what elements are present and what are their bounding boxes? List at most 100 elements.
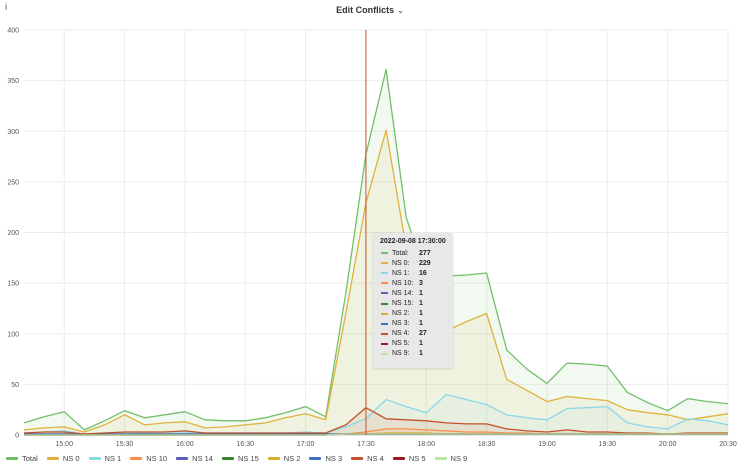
legend-swatch — [176, 456, 189, 460]
series-line-ns-1[interactable] — [23, 393, 729, 435]
x-tick-label: 16:00 — [176, 441, 194, 448]
y-tick-label: 100 — [7, 331, 19, 338]
panel-title-menu[interactable]: Edit Conflicts ⌄ — [0, 5, 740, 15]
series-line-ns-9[interactable] — [24, 433, 728, 436]
legend-label: NS 4 — [367, 453, 384, 463]
legend-label: NS 2 — [283, 453, 301, 463]
grid — [24, 29, 729, 436]
tooltip-row: NS 2: 1 — [373, 309, 453, 319]
legend-swatch — [130, 456, 143, 460]
x-tick-label: 18:00 — [418, 441, 436, 448]
series-lines — [23, 68, 729, 436]
tooltip-value: 1 — [419, 310, 423, 318]
tooltip-swatch — [381, 262, 388, 265]
legend-label: NS 14 — [192, 453, 213, 463]
tooltip-value: 1 — [419, 289, 423, 297]
x-tick-label: 20:00 — [659, 441, 677, 448]
tooltip-value: 1 — [419, 320, 423, 328]
tooltip-swatch — [381, 252, 388, 255]
tooltip-value: 1 — [419, 300, 423, 308]
y-tick-label: 150 — [7, 281, 19, 288]
tooltip-label: NS 1: — [392, 269, 410, 277]
legend-item-ns-15[interactable]: NS 15 — [221, 453, 259, 463]
tooltip-row: NS 14: 1 — [373, 288, 453, 298]
legend-item-ns-4[interactable]: NS 4 — [351, 454, 384, 463]
tooltip-label: NS 14: — [392, 289, 414, 297]
tooltip-row: NS 9: 1 — [373, 349, 453, 359]
y-tick-label: 0 — [15, 433, 19, 440]
x-tick-label: 17:00 — [297, 441, 315, 448]
x-tick-label: 19:00 — [538, 441, 556, 448]
legend-item-ns-1[interactable]: NS 1 — [88, 453, 122, 463]
tooltip-swatch — [381, 312, 388, 315]
legend-item-ns-10[interactable]: NS 10 — [130, 454, 167, 463]
tooltip-row: NS 5: 1 — [373, 339, 453, 349]
legend-swatch — [392, 456, 405, 460]
tooltip-value: 27 — [419, 330, 427, 338]
tooltip-swatch — [381, 352, 388, 355]
tooltip-label: NS 3: — [392, 320, 410, 328]
tooltip-row: Total: 277 — [373, 248, 453, 258]
x-tick-label: 20:30 — [719, 441, 737, 448]
x-tick-label: 17:30 — [357, 441, 375, 448]
legend-label: NS 10 — [146, 453, 168, 463]
tooltip-value: 277 — [419, 249, 431, 257]
legend-item-ns-14[interactable]: NS 14 — [176, 454, 213, 463]
y-tick-label: 300 — [7, 129, 19, 136]
legend-label: NS 15 — [237, 453, 259, 463]
tooltip-row: NS 15: 1 — [373, 298, 453, 308]
tooltip-swatch — [381, 272, 388, 275]
legend-label: Total — [22, 453, 38, 463]
tooltip-row: NS 3: 1 — [373, 319, 453, 329]
x-tick-label: 15:00 — [55, 441, 73, 448]
legend-label: NS 1 — [104, 453, 122, 463]
tooltip-label: NS 5: — [392, 340, 410, 348]
legend-item-ns-3[interactable]: NS 3 — [309, 454, 342, 463]
tooltip-label: NS 9: — [392, 350, 410, 358]
legend-item-ns-2[interactable]: NS 2 — [267, 453, 301, 463]
tooltip-value: 1 — [419, 350, 423, 358]
legend-item-ns-0[interactable]: NS 0 — [46, 453, 80, 463]
legend-swatch — [309, 456, 322, 460]
info-icon[interactable]: i — [5, 2, 8, 13]
legend-item-total[interactable]: Total — [6, 454, 38, 463]
y-tick-label: 50 — [11, 382, 19, 389]
legend-label: NS 0 — [62, 453, 80, 463]
legend-item-ns-5[interactable]: NS 5 — [392, 453, 426, 463]
tooltip-row: NS 10: 3 — [373, 278, 453, 288]
tooltip-swatch — [381, 282, 388, 285]
legend-swatch — [351, 456, 364, 460]
x-tick-label: 15:30 — [116, 441, 134, 448]
panel-title: Edit Conflicts — [336, 5, 395, 15]
tooltip-row: NS 4: 27 — [373, 329, 453, 339]
tooltip-swatch — [381, 302, 388, 305]
x-axis: 15:00 15:30 16:00 16:30 17:00 17:30 18:00 18:30… — [55, 441, 736, 448]
y-tick-label: 400 — [7, 28, 19, 35]
x-tick-label: 19:30 — [599, 441, 617, 448]
y-axis: 0 50 100 150 200 250 300 350 400 — [7, 28, 19, 440]
legend-swatch — [6, 456, 18, 460]
series-area-ns-4 — [24, 407, 728, 435]
series-line-total[interactable] — [23, 68, 729, 431]
legend-label: NS 3 — [325, 453, 343, 463]
hover-tooltip: 2022-09-08 17:30:00 Total: 277 NS 0: 229 NS … — [373, 233, 453, 368]
tooltip-row: NS 0: 229 — [373, 258, 453, 268]
legend-swatch — [221, 456, 234, 460]
tooltip-swatch — [381, 322, 388, 325]
tooltip-time: 2022-09-08 17:30:00 — [380, 238, 446, 245]
tooltip-label: NS 0: — [392, 259, 410, 267]
series-line-ns-0[interactable] — [23, 129, 729, 433]
legend-item-ns-9[interactable]: NS 9 — [434, 454, 467, 463]
series-line-ns-4[interactable] — [23, 407, 728, 435]
tooltip-swatch — [381, 342, 388, 345]
tooltip-label: NS 15: — [392, 300, 414, 308]
tooltip-swatch — [381, 332, 388, 335]
tooltip-label: NS 2: — [392, 310, 410, 318]
y-tick-label: 200 — [7, 230, 19, 237]
legend-label: NS 5 — [408, 453, 426, 463]
tooltip-label: Total: — [392, 249, 409, 257]
tooltip-label: NS 4: — [392, 330, 410, 338]
series-area-ns-10 — [24, 428, 728, 435]
